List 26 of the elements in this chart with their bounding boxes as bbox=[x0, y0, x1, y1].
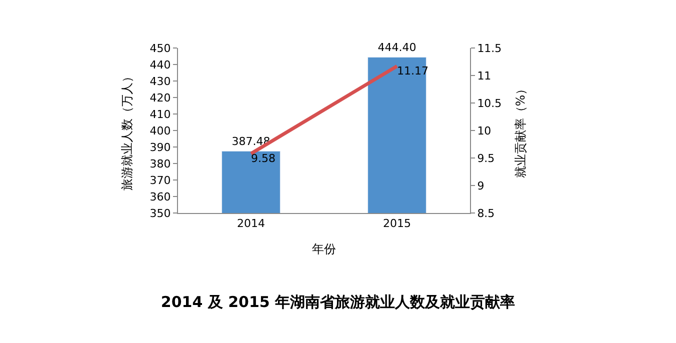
x-tick-label: 2014 bbox=[237, 217, 265, 230]
y2-tick-label: 10.5 bbox=[477, 96, 502, 110]
data-label: 9.58 bbox=[251, 152, 276, 165]
y-tick-label: 350 bbox=[150, 206, 171, 220]
y-tick-label: 440 bbox=[150, 58, 171, 72]
y-tick-label: 430 bbox=[150, 74, 171, 88]
x-axis-title: 年份 bbox=[312, 242, 336, 256]
y2-axis-title: 就业贡献率（%） bbox=[514, 82, 528, 178]
y-tick-label: 450 bbox=[150, 42, 171, 55]
y-tick-label: 400 bbox=[150, 124, 171, 138]
text: 2014 及 2015 年湖南省旅游就业人数及就业贡献率 bbox=[160, 293, 516, 312]
y2-tick-label: 9.5 bbox=[477, 152, 495, 165]
y2-tick-label: 9 bbox=[477, 179, 484, 192]
data-label: 444.40 bbox=[378, 41, 416, 54]
y2-tick-label: 10 bbox=[477, 124, 492, 138]
y-tick-label: 390 bbox=[150, 140, 171, 154]
y-tick-label: 420 bbox=[150, 91, 171, 104]
y-tick-label: 370 bbox=[150, 174, 171, 187]
y2-tick-label: 8.5 bbox=[477, 206, 495, 220]
y-tick-label: 360 bbox=[150, 190, 171, 204]
y2-tick-label: 11.5 bbox=[477, 42, 502, 55]
y-axis-title: 旅游就业人数（万人） bbox=[120, 70, 134, 190]
y-tick-label: 380 bbox=[150, 157, 171, 170]
y2-tick-label: 11 bbox=[477, 69, 492, 82]
x-tick-label: 2015 bbox=[383, 217, 411, 230]
y-tick-label: 410 bbox=[150, 108, 171, 121]
